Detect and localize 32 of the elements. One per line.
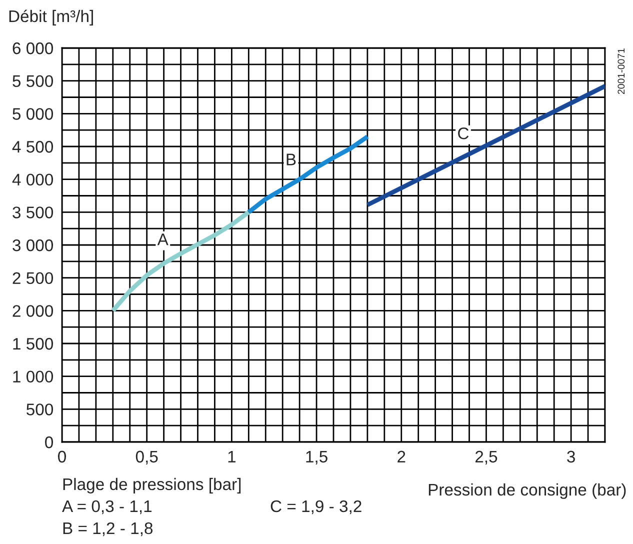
text: Plage de pressions [bar]	[63, 478, 241, 494]
y-tick-label: 3 500	[12, 206, 54, 218]
y-tick-label: 1 500	[13, 338, 54, 350]
y-tick-label: 3 000	[12, 239, 54, 252]
text: 2001-0071	[618, 48, 625, 94]
x-tick-label: 1,5	[306, 450, 328, 465]
text: B = 1,2 - 1,8	[63, 522, 153, 536]
y-tick-label: 4 500	[12, 140, 54, 153]
series-label: C	[458, 127, 469, 140]
x-tick-label: 2	[398, 450, 406, 462]
y-tick-label: 2 500	[12, 272, 54, 284]
y-tick-label: 0	[45, 436, 54, 448]
x-tick-label: 2,5	[475, 450, 498, 465]
y-tick-label: 5 000	[12, 108, 54, 120]
y-axis-title: Débit [m³/h]	[9, 10, 93, 26]
x-axis-title: Pression de consigne (bar)	[428, 483, 626, 499]
y-tick-label: 2 000	[12, 305, 54, 317]
y-tick-label: 6 000	[12, 42, 54, 54]
y-tick-label: 500	[26, 404, 54, 416]
text: C = 1,9 - 3,2	[270, 500, 362, 514]
y-tick-label: 1 000	[13, 370, 54, 383]
line-series	[246, 134, 370, 214]
x-tick-label: 0,5	[136, 450, 158, 465]
series-label: A	[157, 234, 168, 246]
y-tick-label: 5 500	[12, 75, 54, 88]
x-tick-label: 1	[228, 450, 236, 462]
line-series	[110, 210, 251, 313]
x-tick-label: 0	[58, 450, 66, 463]
x-tick-label: 3	[567, 450, 575, 463]
y-tick-label: 4 000	[12, 174, 54, 186]
series-label: B	[286, 154, 296, 166]
text: A = 0,3 - 1,1	[62, 500, 152, 514]
